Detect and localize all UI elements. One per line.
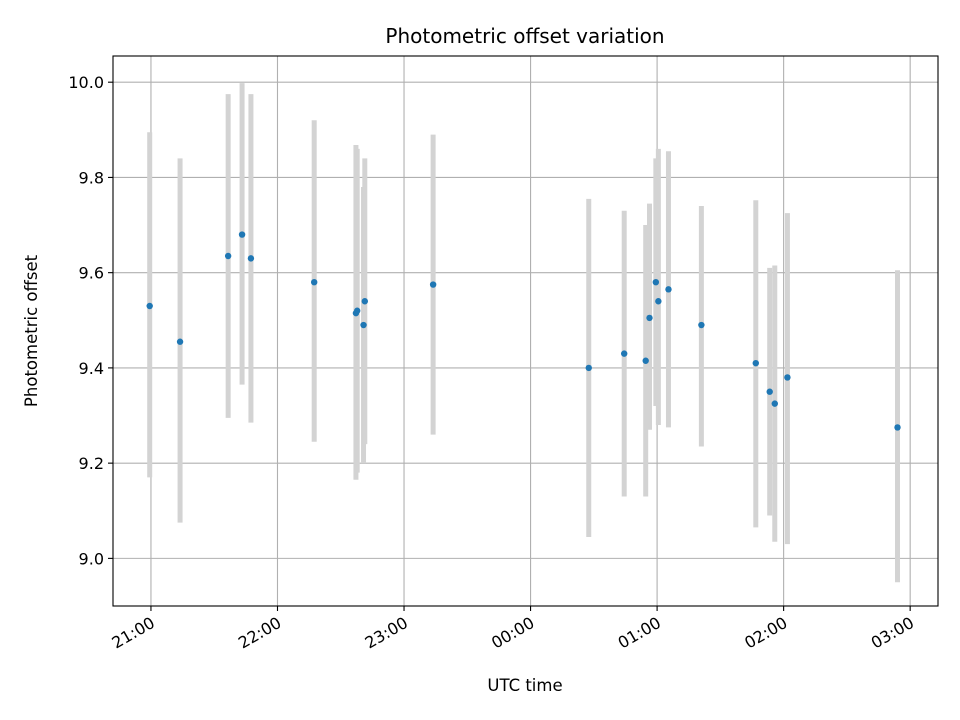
data-point	[361, 298, 369, 305]
grid-lines	[113, 56, 938, 606]
data-point	[146, 302, 153, 310]
y-tick-label: 9.0	[79, 549, 104, 568]
data-point	[655, 298, 662, 305]
data-point	[354, 307, 361, 314]
data-point	[620, 350, 628, 357]
data-point	[665, 286, 672, 293]
plot-frame	[112, 55, 939, 607]
x-tick-label: 02:00	[741, 613, 790, 653]
data-point	[766, 388, 773, 395]
chart-title: Photometric offset variation	[385, 24, 664, 48]
data-point	[310, 278, 318, 286]
y-tick-label: 9.6	[79, 264, 104, 283]
data-point	[176, 338, 184, 345]
data-point	[894, 424, 901, 431]
x-tick-label: 01:00	[615, 613, 664, 653]
y-axis-label: Photometric offset	[22, 254, 41, 407]
data-point	[585, 364, 592, 372]
data-points	[146, 231, 901, 431]
data-point	[238, 231, 246, 238]
data-point	[652, 278, 660, 286]
data-point	[771, 400, 778, 407]
data-point	[224, 252, 232, 260]
y-tick-label: 9.4	[79, 359, 104, 378]
y-tick-label: 10.0	[68, 73, 104, 92]
data-point	[752, 359, 759, 367]
x-tick-label: 00:00	[488, 613, 537, 653]
error-bars	[147, 83, 901, 583]
y-tick-label: 9.2	[79, 454, 104, 473]
data-point	[642, 357, 649, 364]
x-tick-label: 03:00	[868, 613, 917, 653]
x-axis-label: UTC time	[487, 676, 562, 695]
x-tick-label: 22:00	[235, 613, 284, 653]
data-point	[646, 314, 653, 322]
data-point	[698, 321, 705, 329]
x-tick-label: 23:00	[362, 613, 411, 653]
data-point	[429, 281, 437, 288]
data-point	[784, 374, 791, 381]
data-point	[360, 321, 367, 329]
y-tick-label: 9.8	[79, 168, 104, 187]
data-point	[247, 255, 255, 262]
x-tick-label: 21:00	[109, 613, 158, 653]
